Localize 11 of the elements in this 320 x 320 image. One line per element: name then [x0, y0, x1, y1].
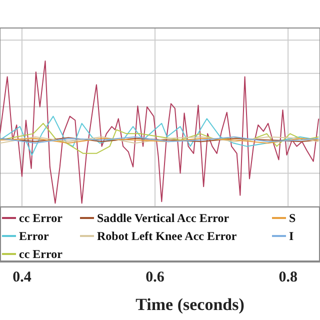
x-axis-title: Time (seconds)	[136, 295, 244, 314]
legend-label: I	[289, 229, 294, 243]
legend-label: Robot Left Knee Acc Error	[97, 229, 238, 243]
legend-label: Saddle Vertical Acc Error	[97, 211, 230, 225]
legend-label: cc Error	[19, 211, 64, 225]
x-tick-label: 0.4	[12, 270, 32, 286]
x-tick-label: 0.8	[278, 270, 298, 286]
x-tick-label: 0.6	[146, 270, 165, 286]
legend-label: cc Error	[19, 247, 64, 261]
legend-label: Error	[19, 229, 50, 243]
legend-label: S	[289, 211, 296, 225]
